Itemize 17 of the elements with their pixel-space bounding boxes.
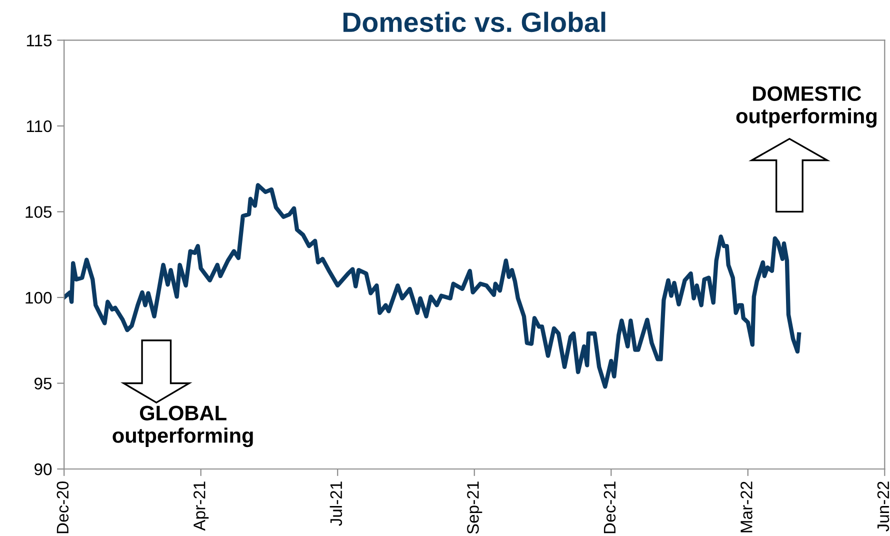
- x-tick-label: Mar-22: [740, 482, 752, 532]
- chart-title: Domestic vs. Global: [343, 12, 606, 32]
- y-tick-label: 100: [26, 292, 52, 304]
- annotation: DOMESTIC outperforming: [736, 86, 876, 128]
- annotation: GLOBAL outperforming: [112, 406, 253, 448]
- line-series: [64, 183, 802, 389]
- y-tick-label: 95: [34, 378, 52, 390]
- y-tick-label: 115: [26, 34, 52, 46]
- y-tick-label: 90: [34, 463, 52, 476]
- x-tick-label: Jul-21: [330, 482, 342, 526]
- x-tick-label: Sep-21: [467, 482, 482, 534]
- y-tick-label: 110: [26, 120, 52, 132]
- x-tick-label: Apr-21: [194, 482, 209, 531]
- x-tick-label: Dec-21: [604, 482, 616, 534]
- x-tick-label: Jun-22: [877, 482, 890, 532]
- x-tick-label: Dec-20: [56, 481, 69, 534]
- y-tick-label: 105: [26, 206, 52, 218]
